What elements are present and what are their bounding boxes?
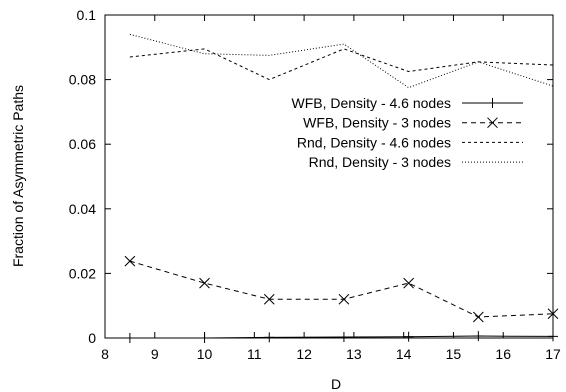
legend-marker-b [487, 117, 498, 129]
x-tick-label: 10 [197, 346, 213, 362]
x-tick-label: 15 [446, 346, 462, 362]
data-point-series-2-b [403, 277, 414, 289]
data-point-series-2-b [472, 311, 484, 323]
axis-ticks: 8 9 10 11 12 13 14 15 16 17 0 0.02 0.04 0.06 0.08 0.1 [69, 7, 561, 362]
x-tick-label: 9 [151, 346, 159, 362]
y-axis-label: Fraction of Asymmetric Paths [10, 85, 26, 267]
plot-border [104, 14, 554, 339]
series-line-4 [129, 33, 554, 89]
x-tick-label: 8 [101, 346, 109, 362]
x-tick-label: 17 [545, 346, 561, 362]
series-line-3 [129, 48, 554, 81]
x-tick-label: 11 [247, 346, 262, 362]
y-tick-label: 0.04 [69, 201, 96, 217]
data-point-series-2-b [124, 255, 136, 267]
plot-frame [104, 14, 554, 339]
legend-label: WFB, Density - 4.6 nodes [291, 95, 451, 111]
series-lines [129, 33, 554, 339]
data-point-series-2-b [199, 277, 210, 289]
x-tick-label: 12 [296, 346, 312, 362]
x-tick-label: 16 [495, 346, 511, 362]
x-tick-label: 14 [396, 346, 412, 362]
data-point-series-2-b [263, 293, 275, 305]
y-tick-label: 0 [88, 330, 96, 346]
legend-label: Rnd, Density - 4.6 nodes [297, 134, 451, 150]
data-point-series-2-b [338, 293, 350, 305]
series-markers [124, 255, 559, 343]
y-tick-label: 0.06 [69, 136, 96, 152]
legend-label: WFB, Density - 3 nodes [303, 115, 451, 131]
legend: WFB, Density - 4.6 nodes WFB, Density - 3… [291, 95, 523, 170]
y-tick-label: 0.08 [69, 72, 96, 88]
x-tick-label: 13 [346, 346, 362, 362]
y-tick-label: 0.02 [69, 265, 96, 281]
legend-label: Rnd, Density - 3 nodes [309, 154, 451, 170]
x-axis-label: D [331, 376, 341, 392]
series-line-2 [129, 260, 554, 318]
data-point-series-2-b [547, 308, 559, 320]
y-tick-label: 0.1 [77, 7, 97, 23]
